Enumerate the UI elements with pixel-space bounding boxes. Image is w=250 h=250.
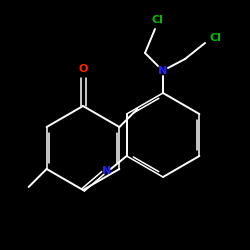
Text: Cl: Cl bbox=[151, 15, 163, 25]
Text: N: N bbox=[102, 166, 112, 176]
Text: Cl: Cl bbox=[209, 33, 221, 43]
Text: N: N bbox=[158, 66, 168, 76]
Text: O: O bbox=[78, 64, 88, 74]
